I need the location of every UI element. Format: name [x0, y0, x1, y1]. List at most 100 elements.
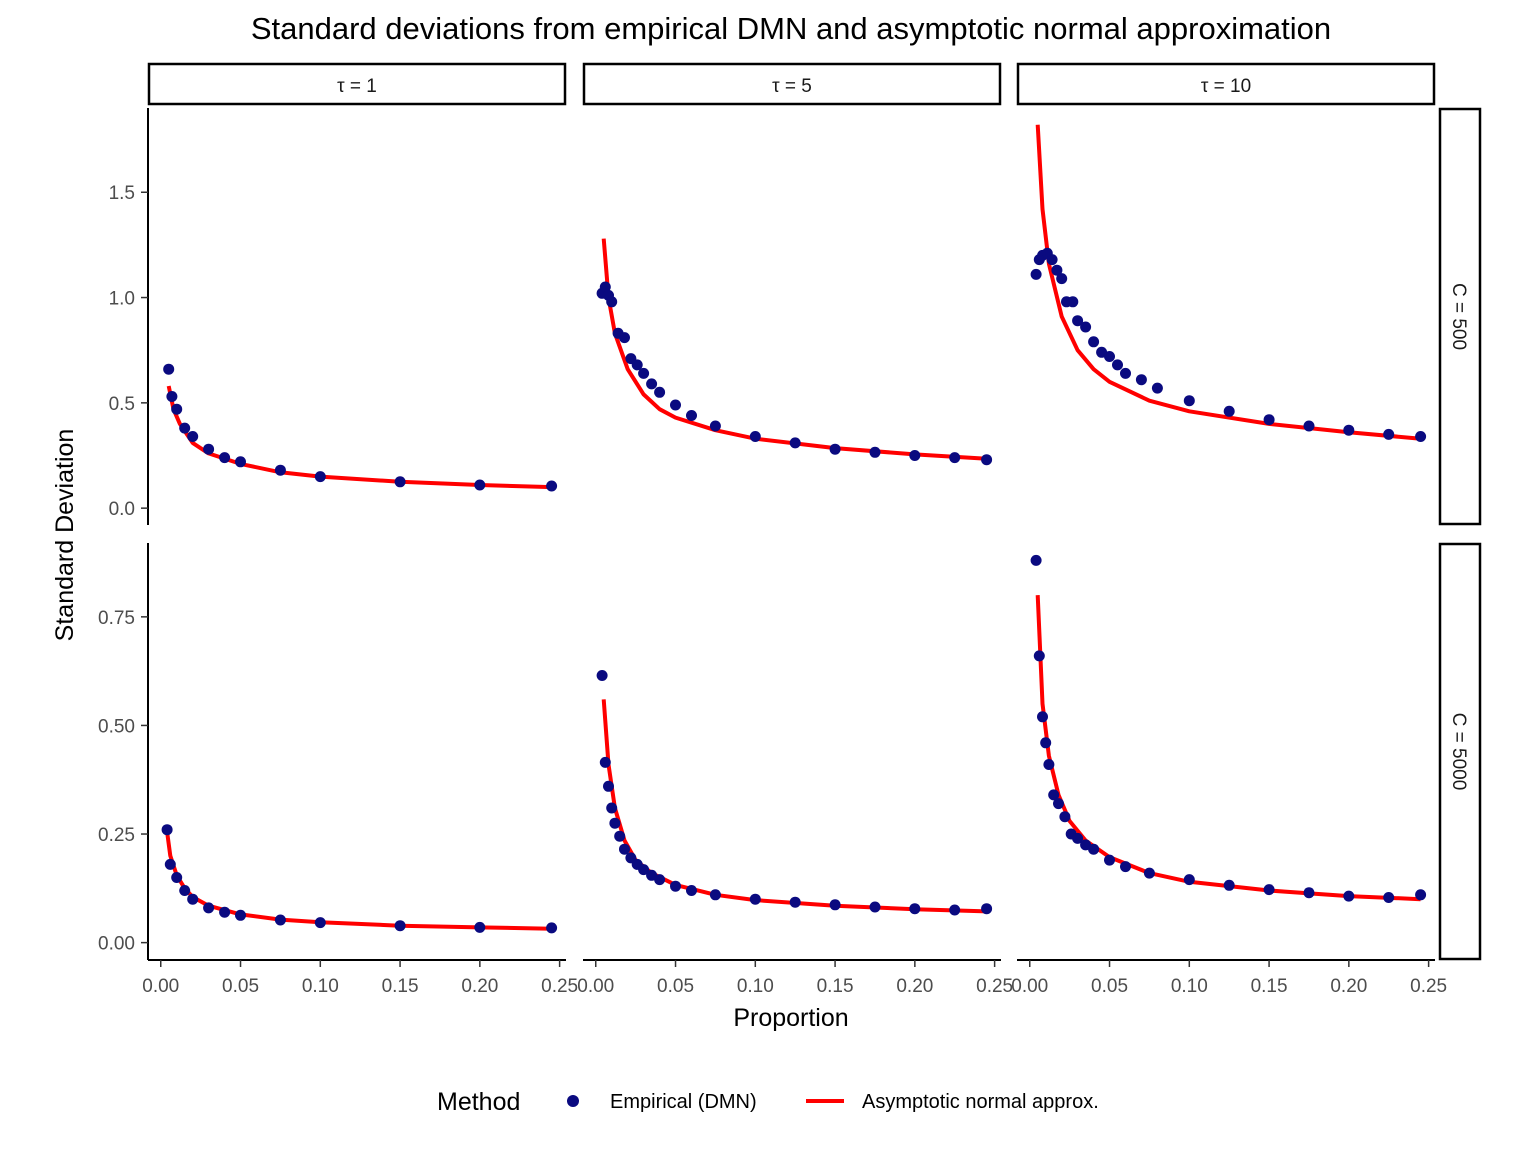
empirical-point — [1104, 854, 1115, 866]
empirical-point — [235, 909, 246, 921]
panel-1-2 — [1030, 554, 1427, 903]
x-tick-label: 0.05 — [1091, 976, 1128, 997]
empirical-point — [179, 422, 191, 434]
empirical-point — [789, 437, 801, 449]
legend-title: Method — [437, 1088, 520, 1116]
x-axis-title: Proportion — [733, 1004, 848, 1032]
empirical-point — [1040, 737, 1052, 749]
legend-label-approx: Asymptotic normal approx. — [862, 1091, 1099, 1113]
empirical-point — [1059, 811, 1071, 823]
empirical-point — [1043, 759, 1055, 770]
empirical-point — [219, 452, 231, 464]
column-strip-label: τ = 5 — [772, 76, 812, 97]
empirical-point — [1151, 382, 1163, 394]
empirical-point — [1053, 798, 1064, 810]
y-tick-label: 0.5 — [109, 394, 135, 415]
row-strip-label: C = 5000 — [1448, 713, 1469, 791]
x-tick-label: 0.25 — [541, 976, 578, 997]
empirical-point — [599, 281, 611, 293]
chart-title: Standard deviations from empirical DMN a… — [251, 11, 1331, 46]
empirical-point — [654, 874, 666, 886]
panel-1-0 — [161, 824, 558, 934]
empirical-point — [1051, 264, 1063, 276]
empirical-point — [1030, 554, 1042, 566]
panel-0-1 — [596, 238, 993, 466]
empirical-point — [163, 363, 175, 375]
empirical-point — [1263, 884, 1275, 896]
empirical-point — [203, 443, 215, 455]
empirical-point — [274, 914, 286, 926]
empirical-point — [829, 899, 841, 911]
x-tick-label: 0.00 — [142, 976, 179, 997]
empirical-point — [1072, 832, 1084, 844]
y-tick-label: 0.50 — [98, 716, 135, 737]
row-strip-label: C = 500 — [1448, 283, 1469, 350]
empirical-point — [474, 921, 486, 933]
x-tick-label: 0.10 — [737, 976, 774, 997]
empirical-point — [614, 830, 626, 842]
empirical-point — [670, 399, 681, 411]
y-tick-label: 0.75 — [98, 608, 135, 629]
empirical-point — [596, 670, 608, 681]
empirical-point — [394, 920, 406, 932]
empirical-point — [869, 446, 881, 458]
empirical-point — [1030, 268, 1042, 280]
column-strip — [1016, 62, 1436, 106]
empirical-point — [1303, 420, 1315, 432]
empirical-point — [909, 450, 921, 461]
x-tick-label: 0.05 — [222, 976, 259, 997]
empirical-point — [1120, 367, 1131, 379]
empirical-point — [1067, 296, 1079, 308]
empirical-point — [599, 756, 611, 768]
empirical-point — [1135, 374, 1147, 386]
x-tick-label: 0.00 — [1011, 976, 1048, 997]
x-tick-label: 0.10 — [1171, 976, 1208, 997]
empirical-point — [314, 917, 326, 929]
legend: Method Empirical (DMN) Asymptotic normal… — [437, 1088, 1099, 1116]
column-strip-label: τ = 10 — [1201, 76, 1251, 97]
empirical-point — [686, 885, 697, 896]
empirical-point — [1037, 711, 1048, 723]
empirical-point — [638, 367, 650, 379]
row-strip — [1438, 542, 1482, 961]
panels-layer: τ = 1 τ = 5 τ = 10 C = 500 C = 5000 0.0 0.5 1.0… — [98, 62, 1482, 997]
empirical-point — [164, 858, 176, 870]
y-tick-label: 1.0 — [109, 289, 135, 310]
empirical-point — [1033, 650, 1045, 662]
x-tick-label: 0.05 — [657, 976, 694, 997]
empirical-point — [1048, 789, 1060, 801]
empirical-point — [686, 410, 697, 421]
empirical-point — [789, 896, 801, 908]
panel-0-0 — [163, 363, 558, 492]
empirical-point — [171, 872, 183, 883]
empirical-point — [1183, 874, 1195, 886]
empirical-point — [1120, 861, 1131, 873]
empirical-point — [909, 903, 921, 915]
y-tick-label: 0.25 — [98, 825, 135, 846]
empirical-point — [1112, 359, 1123, 371]
empirical-point — [1343, 890, 1355, 902]
empirical-point — [631, 359, 643, 371]
legend-key-empirical — [567, 1095, 579, 1107]
empirical-point — [546, 922, 558, 934]
empirical-point — [670, 880, 681, 892]
row-strip — [1438, 107, 1482, 526]
empirical-point — [474, 479, 486, 491]
empirical-point — [1415, 431, 1427, 442]
empirical-point — [606, 296, 618, 308]
empirical-point — [161, 824, 173, 836]
empirical-point — [603, 780, 614, 792]
empirical-point — [829, 443, 841, 455]
approx-line — [1035, 124, 1421, 441]
empirical-point — [949, 452, 961, 464]
x-tick-label: 0.15 — [817, 976, 854, 997]
x-tick-label: 0.20 — [461, 976, 498, 997]
empirical-point — [1088, 843, 1100, 855]
x-tick-label: 0.20 — [1330, 976, 1367, 997]
empirical-point — [1343, 424, 1355, 436]
empirical-point — [166, 391, 178, 402]
empirical-point — [314, 471, 326, 483]
x-tick-label: 0.25 — [1410, 976, 1447, 997]
approx-line — [601, 238, 987, 461]
